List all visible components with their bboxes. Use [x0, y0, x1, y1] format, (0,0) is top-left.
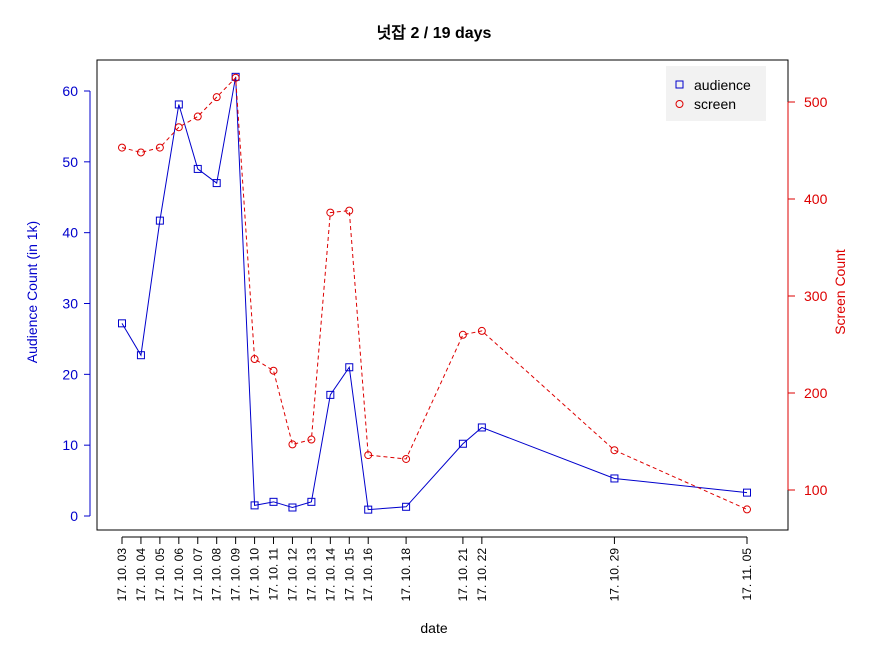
data-point-screen	[231, 73, 240, 82]
x-tick-label: 17. 10. 12	[285, 548, 299, 602]
x-tick-label: 17. 10. 09	[229, 548, 243, 602]
left-tick-label: 50	[62, 154, 78, 170]
data-point-audience	[477, 423, 486, 432]
data-point-audience	[250, 501, 259, 510]
left-axis-label: Audience Count (in 1k)	[24, 221, 40, 363]
x-tick-label: 17. 10. 10	[248, 548, 262, 602]
x-axis: 17. 10. 03 17. 10. 04 17. 10. 05 17. 10. 06…	[115, 536, 754, 602]
x-tick-label: 17. 11. 05	[740, 548, 754, 601]
data-point-audience	[136, 351, 145, 360]
data-point-screen	[326, 208, 335, 217]
data-point-screen	[743, 505, 751, 514]
x-tick-label: 17. 10. 29	[607, 548, 621, 602]
data-point-audience	[155, 216, 164, 225]
x-tick-label: 17. 10. 15	[342, 548, 356, 602]
left-tick-label: 40	[62, 225, 78, 241]
data-point-audience	[402, 502, 411, 511]
x-tick-label: 17. 10. 16	[361, 548, 375, 602]
data-point-screen	[458, 330, 467, 339]
data-point-audience	[610, 474, 619, 483]
data-point-screen	[193, 112, 202, 121]
x-tick-label: 17. 10. 06	[172, 548, 186, 602]
data-point-screen	[364, 451, 373, 460]
legend-box	[666, 66, 766, 121]
left-tick-label: 10	[62, 437, 78, 453]
right-tick-label: 200	[804, 385, 828, 401]
left-tick-label: 60	[62, 83, 78, 99]
data-point-screen	[136, 148, 145, 157]
x-tick-label: 17. 10. 22	[475, 548, 489, 602]
x-tick-label: 17. 10. 18	[399, 548, 413, 602]
left-tick-label: 20	[62, 366, 78, 382]
right-axis-label: Screen Count	[832, 249, 848, 335]
data-point-audience	[307, 497, 316, 506]
legend-audience-label: audience	[694, 77, 751, 93]
x-tick-label: 17. 10. 11	[267, 548, 281, 601]
chart-title: 넛잡 2 / 19 days	[377, 24, 492, 42]
x-tick-label: 17. 10. 13	[304, 548, 318, 602]
left-y-axis: 0 10 20 30 40 50 60	[62, 83, 91, 524]
data-point-screen	[610, 446, 619, 455]
x-tick-label: 17. 10. 07	[191, 548, 205, 602]
data-point-audience	[269, 497, 278, 506]
data-point-screen	[212, 93, 221, 102]
right-tick-label: 100	[804, 482, 828, 498]
right-tick-label: 300	[804, 288, 828, 304]
data-point-screen	[345, 206, 354, 215]
data-point-screen	[402, 454, 411, 463]
x-axis-label: date	[420, 620, 447, 636]
series-line-screen	[121, 76, 748, 510]
legend-screen-label: screen	[694, 96, 736, 112]
data-point-audience	[743, 488, 751, 497]
data-point-screen	[118, 143, 126, 152]
x-tick-label: 17. 10. 08	[210, 548, 224, 602]
legend: audience screen	[666, 66, 766, 121]
right-tick-label: 400	[804, 191, 828, 207]
data-point-screen	[288, 440, 297, 449]
data-point-screen	[307, 435, 316, 444]
x-tick-label: 17. 10. 14	[323, 548, 337, 602]
data-point-audience	[326, 390, 335, 399]
right-y-axis: 100 200 300 400 500	[787, 94, 828, 498]
data-point-screen	[269, 366, 278, 375]
data-point-screen	[174, 123, 183, 132]
data-point-audience	[193, 164, 202, 173]
data-point-screen	[155, 143, 164, 152]
left-tick-label: 30	[62, 296, 78, 312]
data-point-audience	[364, 505, 373, 514]
data-point-audience	[458, 439, 467, 448]
x-tick-label: 17. 10. 05	[153, 548, 167, 602]
series-layer	[118, 72, 751, 514]
x-tick-label: 17. 10. 04	[134, 548, 148, 602]
plot-frame	[96, 59, 789, 531]
data-point-audience	[212, 179, 221, 188]
legend-screen-marker	[675, 100, 684, 108]
x-tick-label: 17. 10. 21	[456, 548, 470, 602]
series-line-audience	[121, 76, 748, 511]
data-point-audience	[174, 100, 183, 109]
data-point-audience	[345, 363, 354, 372]
legend-audience-marker	[675, 80, 684, 89]
data-point-audience	[118, 319, 126, 328]
data-point-audience	[288, 503, 297, 512]
x-tick-label: 17. 10. 03	[115, 548, 129, 602]
data-point-screen	[250, 355, 259, 364]
data-point-screen	[477, 326, 486, 335]
right-tick-label: 500	[804, 94, 828, 110]
left-tick-label: 0	[70, 508, 78, 524]
